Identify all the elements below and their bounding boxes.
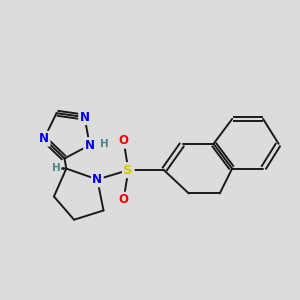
Text: N: N xyxy=(80,111,90,124)
Text: N: N xyxy=(92,173,102,186)
Text: O: O xyxy=(119,134,129,147)
Text: H: H xyxy=(100,139,109,148)
Text: S: S xyxy=(124,164,133,177)
Text: N: N xyxy=(85,139,94,152)
Text: O: O xyxy=(119,193,129,206)
Text: H: H xyxy=(52,163,61,173)
Text: N: N xyxy=(39,132,49,145)
